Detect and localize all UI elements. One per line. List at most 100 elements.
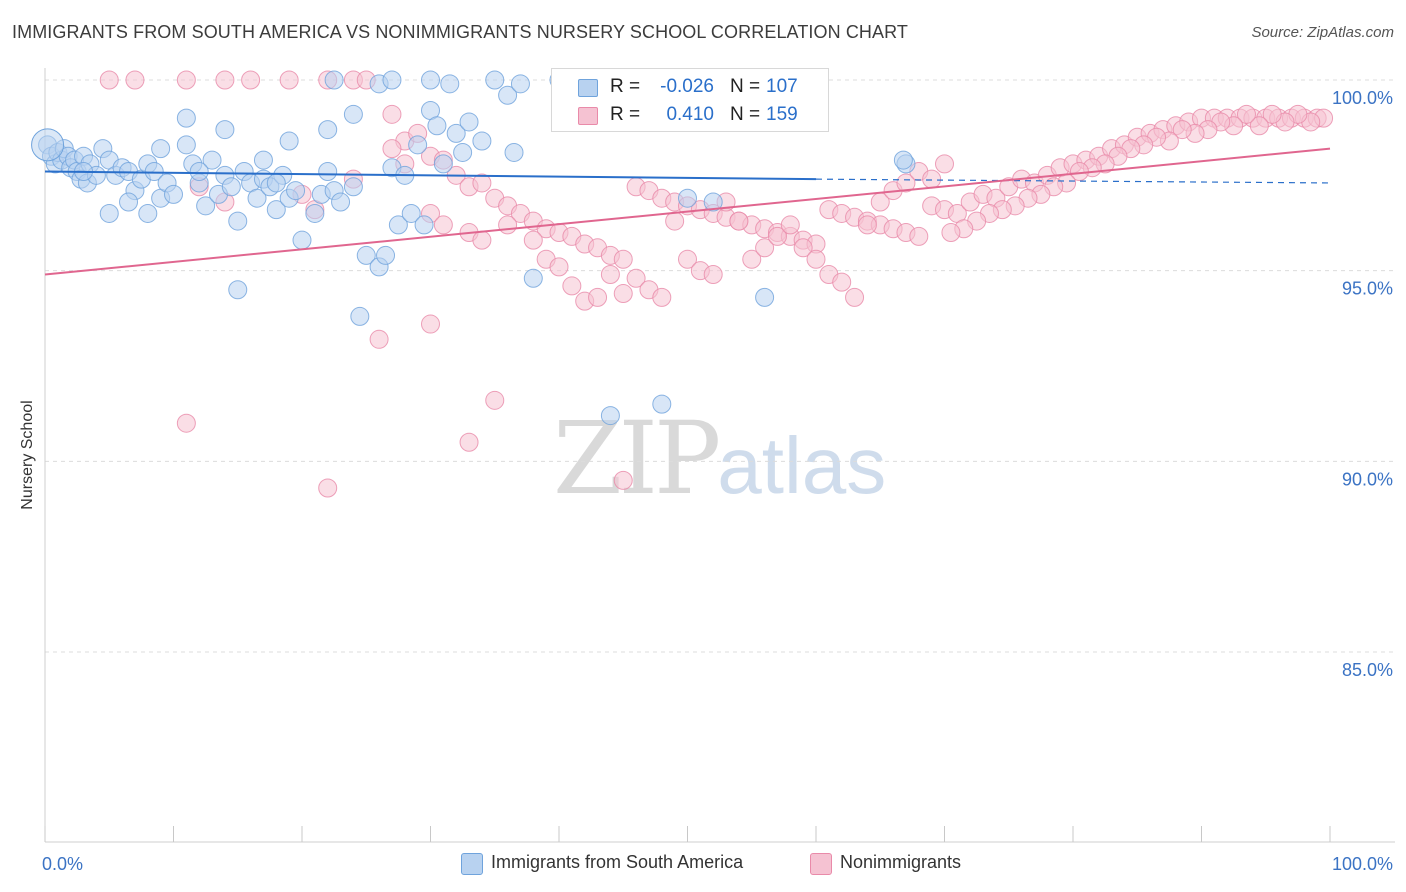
pink-point <box>588 287 608 307</box>
legend-r-value: 0.410 <box>666 104 714 125</box>
pink-point <box>742 249 762 269</box>
legend-row-series2: R = 0.410 N = 159 <box>552 101 828 129</box>
blue-point <box>196 196 216 216</box>
pink-point <box>549 257 569 277</box>
pink-point <box>703 264 723 284</box>
blue-point <box>408 135 428 155</box>
blue-point <box>472 131 492 151</box>
pink-point <box>935 154 954 174</box>
bottom-legend: Immigrants from South America Nonimmigra… <box>0 852 1406 878</box>
bottom-legend-label: Nonimmigrants <box>840 852 962 872</box>
blue-point <box>318 120 338 140</box>
bottom-legend-swatch-blue <box>461 853 483 875</box>
pink-point <box>176 70 196 90</box>
blue-point <box>421 70 440 90</box>
x-tick-label: 0.0% <box>42 854 83 874</box>
blue-point <box>893 150 913 170</box>
legend-r-label: R = <box>610 76 641 97</box>
blue-point <box>292 230 312 250</box>
x-tick-label: 100.0% <box>1332 854 1393 874</box>
pink-point <box>600 264 620 284</box>
watermark-atlas: atlas <box>717 421 887 510</box>
pink-point <box>806 249 826 269</box>
blue-point <box>31 128 65 162</box>
pink-point <box>523 230 543 250</box>
pink-point <box>99 70 119 90</box>
blue-point <box>652 394 672 414</box>
pink-point <box>729 211 749 231</box>
pink-point <box>1262 104 1282 124</box>
pink-point <box>125 70 145 90</box>
bottom-legend-swatch-pink <box>810 853 832 875</box>
pink-point <box>941 223 961 243</box>
blue-point <box>119 192 139 212</box>
pink-point <box>755 238 775 258</box>
y-tick-label: 100.0% <box>1332 88 1393 108</box>
blue-point <box>343 177 363 197</box>
legend-r-value: -0.026 <box>660 76 714 97</box>
legend-n-label: N = <box>730 104 761 125</box>
blue-point <box>376 245 396 265</box>
pink-point <box>1172 120 1192 140</box>
blue-point <box>228 211 248 231</box>
pink-point <box>832 272 852 292</box>
blue-point <box>485 70 505 90</box>
blue-point <box>99 203 119 223</box>
pink-point <box>433 215 453 235</box>
pink-point <box>896 173 916 193</box>
blue-trend-line-dashed <box>815 178 1331 184</box>
blue-point <box>215 120 235 140</box>
pink-point <box>459 432 479 452</box>
blue-point <box>498 85 518 105</box>
blue-point <box>228 280 248 300</box>
blue-point <box>510 74 530 94</box>
pink-point <box>1236 104 1256 124</box>
pink-point <box>472 173 492 193</box>
blue-point <box>164 184 183 204</box>
pink-trend-line <box>44 147 1331 276</box>
stats-legend: R = -0.026 N = 107 R = 0.410 N = 159 <box>551 68 829 132</box>
blue-point <box>440 74 460 94</box>
blue-point <box>138 203 158 223</box>
pink-point <box>909 226 929 246</box>
watermark: ZIPatlas <box>553 400 886 517</box>
y-tick-label: 95.0% <box>1342 279 1393 299</box>
legend-n-value: 107 <box>766 76 798 97</box>
pink-point <box>613 470 633 490</box>
pink-point <box>857 215 877 235</box>
pink-point <box>562 276 582 296</box>
legend-swatch-pink <box>578 107 598 125</box>
blue-point <box>388 215 408 235</box>
pink-point <box>318 478 338 498</box>
pink-point <box>215 70 235 90</box>
y-axis-label: Nursery School <box>19 400 36 510</box>
pink-point <box>780 215 800 235</box>
pink-point <box>382 139 402 159</box>
pink-point <box>279 70 299 90</box>
pink-point <box>369 329 389 349</box>
blue-point <box>176 108 196 128</box>
pink-point <box>498 215 518 235</box>
blue-point <box>453 142 473 162</box>
blue-point <box>523 268 543 288</box>
y-tick-label: 85.0% <box>1342 660 1393 680</box>
blue-point <box>176 135 196 155</box>
blue-point <box>427 116 447 136</box>
legend-r-label: R = <box>610 104 641 125</box>
pink-point <box>793 238 813 258</box>
legend-swatch-blue <box>578 79 598 97</box>
blue-point <box>247 188 267 208</box>
blue-point <box>221 177 241 197</box>
pink-point <box>1249 116 1269 136</box>
pink-point <box>626 268 646 288</box>
blue-point <box>253 150 273 170</box>
pink-point <box>382 104 402 124</box>
blue-point <box>331 192 351 212</box>
blue-point <box>433 154 453 174</box>
blue-point <box>324 70 344 90</box>
blue-point <box>202 150 222 170</box>
pink-point <box>665 211 685 231</box>
pink-point <box>767 226 787 246</box>
legend-n-label: N = <box>730 76 761 97</box>
